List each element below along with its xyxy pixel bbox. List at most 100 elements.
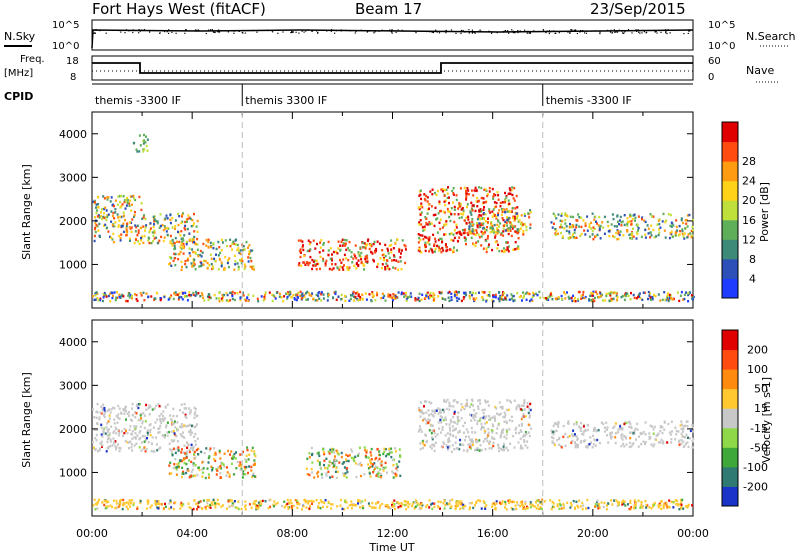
echo-cell (670, 230, 673, 233)
echo-cell (95, 203, 98, 206)
noise-dot (414, 30, 416, 32)
echo-cell (482, 208, 485, 211)
echo-cell (505, 437, 508, 440)
echo-cell (293, 297, 296, 300)
echo-cell (318, 291, 321, 294)
echo-cell (462, 209, 465, 212)
echo-cell (105, 506, 108, 510)
echo-cell (100, 423, 103, 426)
echo-cell (474, 415, 477, 418)
echo-cell (247, 299, 250, 303)
echo-cell (647, 290, 650, 294)
echo-cell (426, 291, 429, 294)
echo-cell (519, 504, 522, 508)
echo-cell (159, 297, 162, 300)
echo-cell (627, 220, 630, 224)
echo-cell (125, 234, 128, 237)
echo-cell (127, 503, 130, 506)
echo-cell (466, 448, 469, 452)
echo-cell (471, 414, 474, 417)
echo-cell (443, 507, 446, 510)
echo-cell (504, 220, 507, 223)
echo-cell (455, 427, 457, 431)
echo-cell (494, 234, 497, 237)
echo-cell (437, 412, 440, 415)
echo-cell (102, 215, 105, 219)
noise-dot (512, 31, 514, 34)
echo-cell (589, 294, 592, 297)
echo-cell (465, 428, 468, 431)
echo-cell (514, 211, 517, 215)
echo-cell (592, 434, 595, 437)
echo-cell (484, 220, 487, 223)
echo-cell (190, 474, 193, 477)
noise-dot (391, 32, 393, 34)
echo-cell (223, 465, 226, 468)
echo-cell (606, 426, 609, 429)
echo-cell (508, 399, 511, 402)
noise-dot (214, 31, 216, 33)
echo-cell (120, 215, 123, 219)
echo-cell (206, 261, 209, 265)
echo-cell (109, 292, 112, 295)
echo-cell (484, 507, 487, 510)
echo-cell (390, 455, 393, 459)
echo-cell (189, 409, 192, 412)
echo-cell (103, 409, 106, 412)
echo-cell (670, 225, 673, 228)
echo-cell (430, 402, 433, 405)
echo-cell (580, 232, 583, 236)
echo-cell (463, 231, 466, 234)
echo-cell (425, 293, 428, 296)
echo-cell (115, 432, 118, 435)
echo-cell (185, 471, 188, 475)
echo-cell (360, 464, 363, 467)
echo-cell (658, 228, 661, 231)
echo-cell (447, 502, 450, 506)
echo-cell (336, 470, 339, 473)
echo-cell (144, 438, 147, 441)
noise-dot (426, 30, 428, 33)
noise-dot (120, 31, 122, 33)
echo-cell (185, 294, 188, 298)
echo-cell (426, 196, 429, 199)
echo-cell (323, 452, 326, 456)
echo-cell (466, 205, 468, 209)
echo-cell (144, 435, 147, 438)
echo-cell (498, 449, 500, 453)
echo-cell (329, 247, 332, 250)
colorbar-tick-label: 20 (742, 194, 756, 207)
echo-cell (188, 476, 191, 479)
echo-cell (302, 505, 305, 508)
echo-cell (593, 227, 596, 230)
echo-cell (492, 195, 495, 198)
echo-cell (505, 221, 508, 224)
echo-cell (169, 240, 172, 243)
echo-cell (92, 295, 94, 298)
echo-cell (185, 243, 188, 246)
echo-cell (652, 228, 655, 232)
echo-cell (138, 418, 141, 422)
noise-dot (217, 30, 219, 32)
echo-cell (317, 475, 319, 478)
echo-cell (346, 268, 349, 271)
echo-cell (200, 262, 203, 265)
echo-cell (486, 439, 489, 443)
echo-cell (590, 291, 593, 295)
echo-cell (116, 213, 119, 216)
echo-cell (487, 245, 490, 249)
echo-cell (157, 427, 160, 430)
echo-cell (376, 447, 379, 451)
echo-cell (618, 501, 621, 504)
echo-cell (692, 298, 694, 301)
echo-cell (511, 295, 514, 298)
echo-cell (232, 240, 235, 243)
noise-dot (331, 29, 333, 31)
echo-cell (119, 200, 122, 204)
echo-cell (174, 433, 177, 437)
echo-cell (690, 229, 693, 233)
echo-cell (381, 292, 384, 295)
echo-cell (439, 237, 442, 240)
echo-cell (507, 229, 510, 232)
echo-cell (500, 295, 503, 299)
